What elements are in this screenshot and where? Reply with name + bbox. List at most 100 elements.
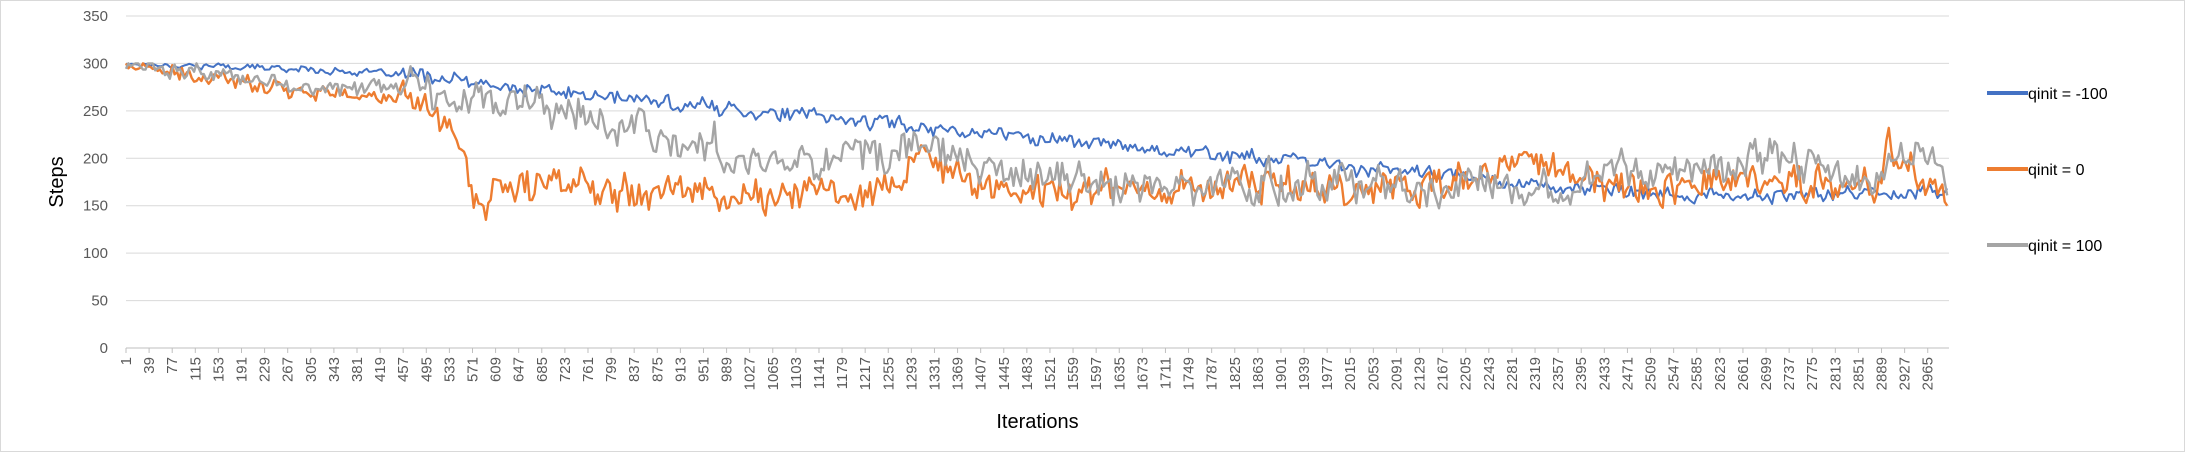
gridlines bbox=[126, 15, 1949, 349]
x-tick-label: 1939 bbox=[1296, 357, 1313, 390]
x-tick-label: 1711 bbox=[1157, 357, 1174, 389]
x-tick-label: 1027 bbox=[742, 357, 759, 390]
x-axis-title: Iterations bbox=[996, 411, 1078, 433]
x-tick-label: 951 bbox=[695, 357, 712, 382]
x-tick-label: 1977 bbox=[1319, 357, 1336, 390]
x-tick-label: 533 bbox=[441, 357, 458, 382]
x-tick-label: 1597 bbox=[1088, 357, 1105, 390]
x-tick-label: 2775 bbox=[1804, 357, 1821, 390]
y-tick-label: 250 bbox=[83, 103, 108, 120]
x-tick-label: 1369 bbox=[950, 357, 967, 390]
x-tick-label: 381 bbox=[349, 357, 366, 382]
x-tick-label: 2243 bbox=[1481, 357, 1498, 390]
x-tick-label: 1103 bbox=[788, 357, 805, 389]
x-tick-label: 2547 bbox=[1666, 357, 1683, 390]
y-tick-label: 50 bbox=[91, 293, 108, 310]
series-lines bbox=[124, 62, 1949, 222]
series-line-0 bbox=[125, 62, 1949, 205]
x-tick-label: 2053 bbox=[1365, 357, 1382, 390]
legend-label: qinit = 100 bbox=[2028, 238, 2102, 255]
x-tick-label: 1255 bbox=[880, 357, 897, 390]
x-tick-label: 2281 bbox=[1504, 357, 1521, 390]
x-tick-label: 1331 bbox=[926, 357, 943, 390]
x-tick-label: 77 bbox=[164, 357, 181, 374]
legend-label: qinit = -100 bbox=[2028, 86, 2108, 103]
x-tick-label: 2851 bbox=[1850, 357, 1867, 390]
x-tick-label: 2471 bbox=[1619, 357, 1636, 390]
x-tick-label: 191 bbox=[233, 357, 250, 382]
x-tick-label: 875 bbox=[649, 357, 666, 382]
y-tick-labels: 0 50 100 150 200 250 300 350 bbox=[83, 8, 108, 357]
x-tick-label: 1293 bbox=[903, 357, 920, 390]
x-tick-label: 723 bbox=[557, 357, 574, 382]
x-tick-label: 2433 bbox=[1596, 357, 1613, 390]
x-tick-label: 2015 bbox=[1342, 357, 1359, 390]
legend-label: qinit = 0 bbox=[2028, 162, 2085, 179]
x-tick-label: 2623 bbox=[1712, 357, 1729, 390]
x-tick-label: 1559 bbox=[1065, 357, 1082, 390]
x-tick-label: 1217 bbox=[857, 357, 874, 390]
x-tick-label: 913 bbox=[672, 357, 689, 382]
x-tick-label: 1483 bbox=[1019, 357, 1036, 390]
x-tick-label: 2319 bbox=[1527, 357, 1544, 390]
x-tick-label: 2357 bbox=[1550, 357, 1567, 390]
y-tick-label: 300 bbox=[83, 55, 108, 72]
x-tick-label: 39 bbox=[141, 357, 158, 374]
x-tick-label: 115 bbox=[187, 357, 204, 381]
legend: qinit = -100 qinit = 0 qinit = 100 bbox=[1987, 86, 2108, 255]
x-tick-label: 1635 bbox=[1111, 357, 1128, 390]
x-tick-label: 2395 bbox=[1573, 357, 1590, 390]
x-tick-label: 1407 bbox=[973, 357, 990, 390]
x-tick-label: 1065 bbox=[765, 357, 782, 390]
x-tick-label: 1863 bbox=[1250, 357, 1267, 390]
x-tick-labels: 1 39 77 115 153 191 229 267 305 343 381 419 457 495 53… bbox=[118, 348, 1937, 390]
x-tick-label: 1749 bbox=[1181, 357, 1198, 390]
x-tick-label: 2509 bbox=[1643, 357, 1660, 390]
x-tick-label: 495 bbox=[418, 357, 435, 382]
x-tick-label: 799 bbox=[603, 357, 620, 382]
series-line-2 bbox=[124, 62, 1949, 210]
x-tick-label: 343 bbox=[326, 357, 343, 382]
x-tick-label: 685 bbox=[534, 357, 551, 382]
x-tick-label: 2585 bbox=[1689, 357, 1706, 390]
x-tick-label: 1787 bbox=[1204, 357, 1221, 390]
x-tick-label: 1 bbox=[118, 357, 135, 365]
x-tick-label: 2167 bbox=[1435, 357, 1452, 390]
x-tick-label: 457 bbox=[395, 357, 412, 382]
x-tick-label: 2927 bbox=[1897, 357, 1914, 390]
x-tick-label: 2813 bbox=[1827, 357, 1844, 390]
x-tick-label: 1521 bbox=[1042, 357, 1059, 390]
x-tick-label: 761 bbox=[580, 357, 597, 382]
x-tick-label: 2889 bbox=[1874, 357, 1891, 390]
x-tick-label: 1901 bbox=[1273, 357, 1290, 390]
x-tick-label: 229 bbox=[257, 357, 274, 382]
x-tick-label: 267 bbox=[280, 357, 297, 382]
x-tick-label: 2205 bbox=[1458, 357, 1475, 390]
series-line-1 bbox=[124, 62, 1949, 222]
x-tick-label: 609 bbox=[488, 357, 505, 382]
x-tick-label: 1179 bbox=[834, 357, 851, 389]
x-tick-label: 1825 bbox=[1227, 357, 1244, 390]
x-tick-label: 989 bbox=[719, 357, 736, 382]
y-axis-title: Steps bbox=[46, 156, 68, 207]
x-tick-label: 1445 bbox=[996, 357, 1013, 390]
y-tick-label: 350 bbox=[83, 8, 108, 25]
x-tick-label: 647 bbox=[511, 357, 528, 382]
x-tick-label: 153 bbox=[210, 357, 227, 382]
x-tick-label: 2661 bbox=[1735, 357, 1752, 390]
x-tick-label: 305 bbox=[303, 357, 320, 382]
x-tick-label: 2129 bbox=[1412, 357, 1429, 390]
x-tick-label: 419 bbox=[372, 357, 389, 382]
x-tick-label: 571 bbox=[464, 357, 481, 382]
x-tick-label: 2699 bbox=[1758, 357, 1775, 390]
x-tick-label: 2091 bbox=[1388, 357, 1405, 390]
y-tick-label: 150 bbox=[83, 198, 108, 215]
x-tick-label: 2737 bbox=[1781, 357, 1798, 390]
x-tick-label: 1141 bbox=[811, 357, 828, 389]
x-tick-label: 2965 bbox=[1920, 357, 1937, 390]
y-tick-label: 200 bbox=[83, 150, 108, 167]
y-tick-label: 100 bbox=[83, 245, 108, 262]
x-tick-label: 1673 bbox=[1134, 357, 1151, 390]
